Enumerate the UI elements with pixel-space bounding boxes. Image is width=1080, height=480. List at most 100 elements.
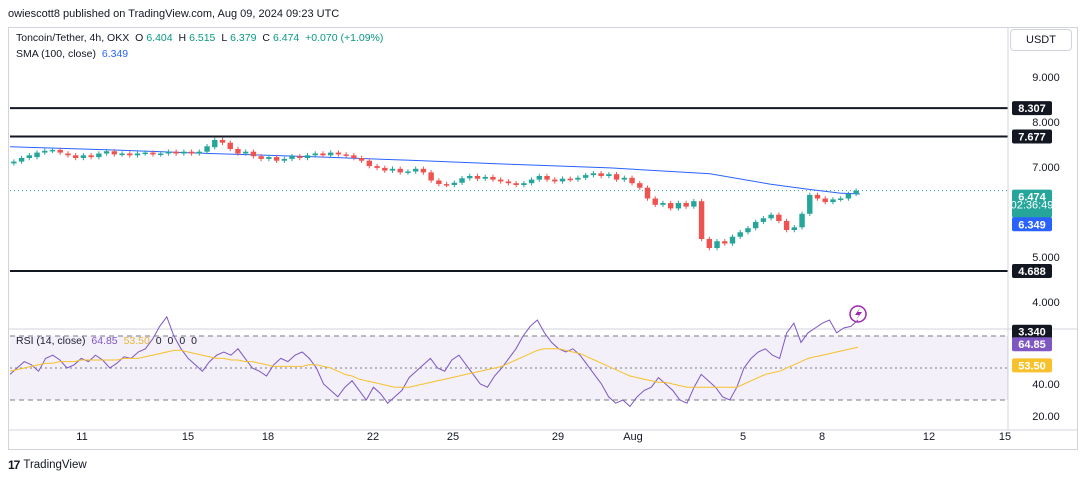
candle-body xyxy=(297,156,303,158)
sma-legend[interactable]: SMA (100, close) 6.349 xyxy=(16,48,131,60)
candle-body xyxy=(683,203,689,207)
rsi-zero-3: 0 xyxy=(179,335,186,347)
rsi-zero-4: 0 xyxy=(191,335,197,347)
candle-body xyxy=(374,166,380,168)
time-tick-label: 25 xyxy=(447,431,459,443)
candle-body xyxy=(660,203,666,205)
candle-body xyxy=(242,151,249,154)
price-tick-label: 8.000 xyxy=(1032,117,1060,129)
candle-body xyxy=(96,153,102,158)
level-badge: 7.677 xyxy=(1018,132,1046,144)
candle-body xyxy=(490,176,496,180)
candle-body xyxy=(729,236,736,244)
price-tick-label: 9.000 xyxy=(1032,72,1060,84)
candle-body xyxy=(49,149,56,152)
time-tick-label: 15 xyxy=(999,431,1011,443)
time-tick-label: 5 xyxy=(740,431,746,443)
candle-body xyxy=(204,146,210,152)
candle-body xyxy=(157,153,164,155)
publisher-line: owiescott8 published on TradingView.com,… xyxy=(8,8,340,20)
candle-body xyxy=(474,176,481,179)
candle-body xyxy=(173,151,179,154)
candle-body xyxy=(227,142,233,149)
candle-body xyxy=(88,155,94,158)
rsi-value: 64.85 xyxy=(91,335,118,347)
close-value: 6.474 xyxy=(272,32,300,44)
candle-body xyxy=(505,181,512,184)
time-tick-label: 12 xyxy=(923,431,935,443)
candle-body xyxy=(212,140,218,148)
candle-body xyxy=(467,176,473,179)
candle-body xyxy=(150,152,156,155)
candle-body xyxy=(575,177,581,180)
candle-body xyxy=(119,153,125,155)
rsi-band xyxy=(10,336,1008,400)
time-tick-label: 29 xyxy=(552,431,564,443)
rsi-label: RSI (14, close) xyxy=(16,335,86,347)
time-tick-label: 11 xyxy=(76,431,87,443)
candle-body xyxy=(181,151,187,154)
candle-body xyxy=(412,168,419,172)
level-badge-bg xyxy=(1012,101,1052,116)
candle-body xyxy=(103,151,110,154)
candle-body xyxy=(34,152,40,158)
candle-body xyxy=(706,239,713,248)
candle-body xyxy=(65,153,71,156)
candle-body xyxy=(799,213,805,228)
symbol-label[interactable]: Toncoin/Tether, 4h, OKX xyxy=(16,32,130,44)
level-badge: 3.340 xyxy=(1018,327,1046,339)
candle-body xyxy=(405,171,411,173)
rsi-zero-2: 0 xyxy=(167,335,174,347)
candle-body xyxy=(652,198,658,205)
candle-body xyxy=(428,172,434,181)
level-badge-bg xyxy=(1012,129,1052,144)
candle-body xyxy=(675,203,682,209)
candle-body xyxy=(621,177,628,180)
candle-body xyxy=(613,174,620,180)
candle-body xyxy=(26,155,33,158)
candle-body xyxy=(497,179,504,182)
currency-button[interactable]: USDT xyxy=(1010,29,1072,51)
rsi-ma-line xyxy=(9,346,859,388)
rsi-ma-badge: 53.50 xyxy=(1018,360,1046,372)
candle-body xyxy=(482,176,488,179)
last-price-badge-bg xyxy=(1012,189,1052,218)
candle-body xyxy=(281,158,288,161)
candle-body xyxy=(127,153,133,156)
rsi-legend[interactable]: RSI (14, close) 64.85 53.50 0 0 0 0 xyxy=(16,335,200,347)
candle-body xyxy=(513,183,519,185)
candle-body xyxy=(644,187,651,199)
candle-body xyxy=(165,151,172,154)
candle-body xyxy=(714,241,720,248)
price-tick-label: 7.000 xyxy=(1032,162,1060,174)
candle-body xyxy=(443,184,450,186)
candle-body xyxy=(791,227,798,230)
candle-body xyxy=(382,167,388,171)
candle-body xyxy=(536,176,543,180)
candle-body xyxy=(606,174,612,176)
time-tick-label: 22 xyxy=(367,431,379,443)
candle-body xyxy=(42,150,48,153)
candle-body xyxy=(80,155,87,158)
time-tick-label: Aug xyxy=(623,431,643,443)
close-label: C xyxy=(262,32,270,44)
sma-label: SMA (100, close) xyxy=(16,48,96,60)
lightning-icon[interactable] xyxy=(849,305,867,323)
candle-body xyxy=(320,153,326,156)
candle-body xyxy=(582,175,589,178)
candle-body xyxy=(436,180,442,185)
candle-body xyxy=(389,168,396,171)
high-value: 6.515 xyxy=(189,32,216,44)
footer[interactable]: 17 TradingView xyxy=(8,458,87,472)
sma-badge-bg xyxy=(1012,217,1052,232)
candle-body xyxy=(667,203,674,209)
candle-body xyxy=(598,173,604,176)
low-value: 6.379 xyxy=(230,32,257,44)
candle-body xyxy=(219,140,226,143)
time-tick-label: 18 xyxy=(262,431,274,443)
candle-body xyxy=(397,168,403,173)
candle-body xyxy=(760,218,767,222)
rsi-ma-value: 53.50 xyxy=(123,335,150,347)
